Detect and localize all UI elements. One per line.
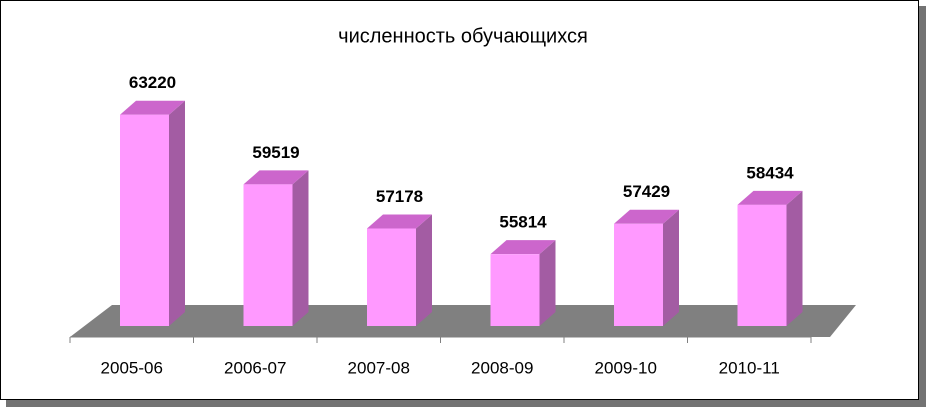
bar-side bbox=[416, 214, 432, 326]
bar-top bbox=[367, 214, 432, 229]
bar-top bbox=[737, 190, 803, 205]
data-label: 63220 bbox=[129, 73, 176, 92]
x-tick-label: 2006-07 bbox=[224, 358, 286, 377]
bar bbox=[243, 184, 293, 326]
bar bbox=[737, 204, 787, 326]
x-tick-label: 2009-10 bbox=[595, 358, 657, 377]
bar-side bbox=[663, 209, 679, 326]
chart-title: численность обучающихся bbox=[338, 25, 588, 47]
x-tick-label: 2005-06 bbox=[101, 358, 163, 377]
bar-side bbox=[169, 100, 185, 326]
bar-top bbox=[490, 240, 556, 255]
bar-top bbox=[614, 209, 679, 224]
data-label: 57429 bbox=[623, 182, 670, 201]
data-label: 58434 bbox=[746, 163, 794, 182]
bar-top bbox=[243, 170, 309, 185]
bar-top bbox=[120, 100, 185, 115]
bar bbox=[490, 254, 540, 326]
bar-side bbox=[292, 170, 309, 326]
bar-side bbox=[786, 190, 803, 326]
bar bbox=[614, 223, 663, 326]
x-tick-label: 2010-11 bbox=[719, 358, 780, 377]
data-label: 55814 bbox=[499, 213, 547, 232]
x-tick-label: 2008-09 bbox=[471, 358, 533, 377]
data-label: 57178 bbox=[376, 187, 423, 206]
x-tick-label: 2007-08 bbox=[348, 358, 410, 377]
bar-side bbox=[539, 240, 556, 326]
bar bbox=[367, 228, 416, 326]
data-label: 59519 bbox=[252, 143, 299, 162]
bar bbox=[120, 114, 169, 326]
